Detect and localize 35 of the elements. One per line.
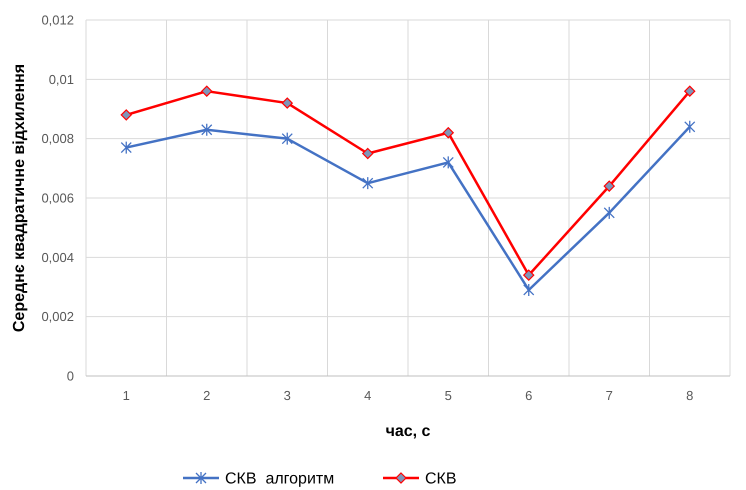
y-tick-label: 0,008 (41, 131, 74, 146)
x-tick-label: 7 (606, 388, 613, 403)
x-tick-label: 2 (203, 388, 210, 403)
y-tick-label: 0,004 (41, 250, 74, 265)
x-tick-label: 4 (364, 388, 372, 403)
x-tick-label: 6 (525, 388, 532, 403)
x-axis-title: час, с (386, 423, 431, 440)
point (120, 140, 132, 154)
legend-label: СКВ алгоритм (225, 470, 334, 488)
point (523, 283, 534, 297)
point (684, 86, 696, 97)
x-tick-label: 5 (444, 388, 452, 403)
x-tick-label: 3 (284, 388, 291, 403)
y-tick-label: 0 (66, 368, 74, 384)
point (442, 156, 454, 170)
x-tick-label: 1 (122, 388, 130, 403)
y-tick-label: 0,012 (41, 12, 74, 28)
point (201, 86, 212, 97)
point (201, 123, 212, 136)
point (604, 206, 615, 220)
point (604, 180, 615, 192)
point (684, 120, 696, 134)
point (362, 148, 374, 160)
point (362, 176, 374, 190)
y-tick-label: 0,002 (41, 309, 74, 324)
point (442, 127, 454, 138)
point (523, 270, 534, 281)
point (120, 109, 132, 121)
y-tick-label: 0,006 (41, 190, 74, 206)
x-tick-label: 8 (686, 388, 694, 403)
point (282, 132, 293, 146)
y-tick-label: 0,01 (48, 72, 74, 87)
legend-label: СКВ (425, 470, 457, 488)
point (282, 97, 293, 109)
y-axis-title: Середнє квадратичне відхилення (11, 64, 28, 332)
